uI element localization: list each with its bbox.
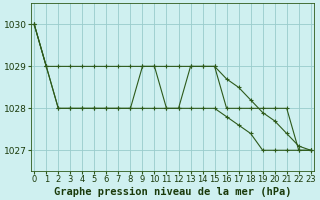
- X-axis label: Graphe pression niveau de la mer (hPa): Graphe pression niveau de la mer (hPa): [54, 186, 291, 197]
